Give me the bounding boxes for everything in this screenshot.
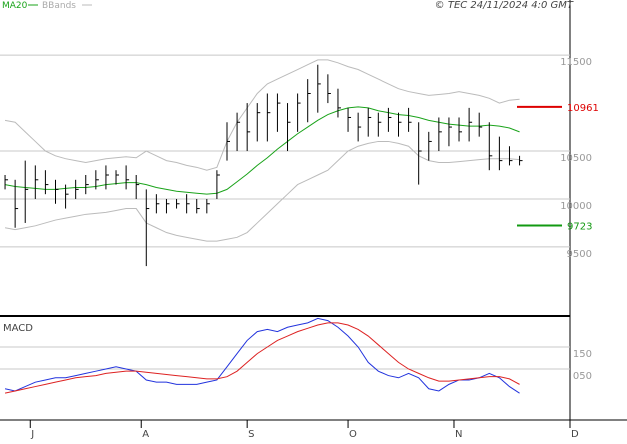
x-tick-label: A [142,429,149,440]
x-tick-label: O [349,429,357,440]
legend-label: BBands [42,1,76,11]
y-tick-label: 11500 [560,57,592,68]
y-tick-label: 9500 [567,249,592,260]
x-tick-label: J [30,429,34,440]
level-label: 10961 [567,103,599,114]
x-tick-label: D [571,429,579,440]
indicator-line [4,106,520,195]
panel-title: MACD [3,323,33,334]
level-label: 9723 [567,222,592,233]
indicator-line [4,59,520,171]
legend-label: MA20 [2,1,28,11]
x-tick-label: S [248,429,254,440]
indicator-line [4,317,520,394]
footer: © TEC 24/11/2024 4:0 GMT [435,0,574,11]
indicator-line [4,322,520,394]
y-tick-label: 10500 [560,153,592,164]
y-tick-label: 150 [573,349,592,360]
band-line [4,140,520,242]
x-tick-label: N [455,429,462,440]
y-tick-label: 10000 [560,201,592,212]
y-tick-label: 050 [573,371,592,382]
